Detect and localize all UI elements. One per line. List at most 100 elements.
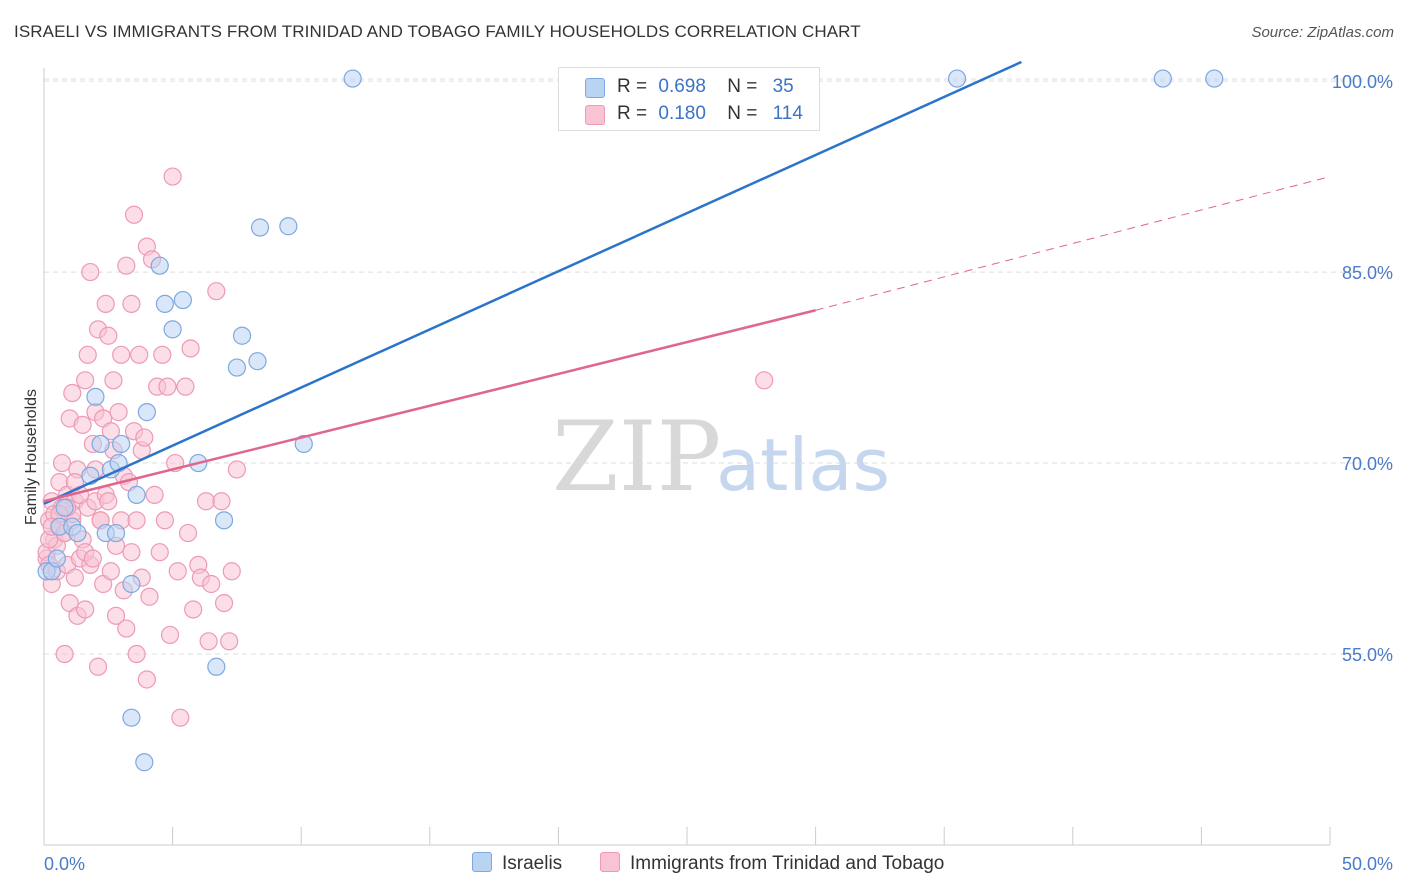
trinidad-point [83,549,102,568]
trinidad-r-label: R = [617,103,648,124]
x-tick-label: 50.0% [1342,854,1393,874]
trinidad-swatch [585,105,605,125]
israelis-point [155,294,174,314]
trinidad-point [65,568,84,587]
trinidad-point [63,383,82,403]
israelis-swatch [585,78,605,98]
israelis-point [135,753,154,772]
trinidad-point [214,593,234,613]
israelis-point [86,387,105,406]
trinidad-point [109,403,128,422]
israelis-point [248,352,267,371]
watermark-zip: ZIP [552,401,721,513]
trinidad-point [171,708,190,727]
trinidad-point [140,587,159,606]
israelis-n-value: 35 [772,76,794,97]
watermark-atlas: atlas [716,423,890,507]
trinidad-point [73,415,92,434]
trinidad-trend-extension [815,176,1331,311]
trinidad-point [122,543,141,562]
israelis-point [947,69,967,88]
trinidad-point [202,574,221,594]
trinidad-point [78,345,97,364]
israelis-point [232,326,252,345]
israelis-point [163,320,182,339]
israelis-point [112,434,131,454]
trinidad-point [124,205,144,224]
israelis-point [227,358,246,377]
trinidad-point [168,562,187,581]
trinidad-point [212,492,231,511]
trinidad-point [106,606,126,625]
israelis-n-label: N = [727,76,758,97]
y-tick-label: 70.0% [1342,454,1393,474]
y-tick-label: 55.0% [1342,645,1393,665]
y-axis-label: Family Households [23,389,40,525]
trinidad-point [158,377,177,396]
israelis-point [91,434,110,454]
trinidad-point [101,422,120,441]
trinidad-point [52,453,72,473]
trinidad-legend-swatch [600,852,620,872]
israelis-legend-label: Israelis [502,853,563,874]
israelis-r-value: 0.698 [658,76,706,97]
trinidad-point [145,485,164,504]
trinidad-points [37,167,774,727]
trinidad-point [207,282,226,301]
trinidad-point [76,600,95,619]
trinidad-point [163,167,182,186]
israelis-point [127,485,146,504]
y-tick-label: 100.0% [1332,72,1393,92]
israelis-point [68,523,87,543]
trinidad-point [99,492,118,511]
trinidad-point [96,294,115,314]
trinidad-point [196,492,216,511]
israelis-point [207,657,226,676]
trinidad-point [160,625,180,645]
israelis-point [343,69,362,88]
israelis-r-label: R = [617,76,648,97]
trinidad-point [137,670,156,689]
trinidad-point [117,256,136,275]
israelis-point [55,498,74,517]
israelis-point [137,403,156,422]
trinidad-point [176,377,195,396]
israelis-point [1205,69,1224,88]
chart-title: ISRAELI VS IMMIGRANTS FROM TRINIDAD AND … [14,22,861,41]
tick-labels: 55.0% 70.0% 85.0% 100.0% 0.0% 50.0% [44,72,1393,874]
trinidad-point [199,632,218,651]
israelis-trend-line [43,60,1022,505]
source-label: Source: ZipAtlas.com [1251,24,1394,41]
israelis-point [214,511,234,530]
trinidad-point [222,562,241,581]
trinidad-n-value: 114 [772,103,803,124]
israelis-point [47,549,66,568]
trinidad-point [127,644,146,664]
axes [43,68,1331,846]
israelis-point [106,523,126,543]
trinidad-point [99,326,118,345]
y-tick-label: 85.0% [1342,263,1393,283]
gridlines [44,78,1393,655]
trinidad-point [227,460,246,479]
trinidad-point [181,339,200,358]
trinidad-n-label: N = [727,103,758,124]
trinidad-r-value: 0.180 [658,103,706,124]
israelis-point [294,434,313,454]
trinidad-point [155,511,174,530]
israelis-point [122,574,141,594]
trinidad-point [135,428,154,447]
trinidad-point [150,543,169,562]
trinidad-point [130,345,149,364]
israelis-point [279,217,298,236]
trinidad-point [127,511,146,530]
trinidad-point [101,562,120,581]
israelis-point [173,290,192,310]
trinidad-point [81,262,100,282]
trinidad-point [184,600,203,619]
trinidad-point [112,345,131,364]
israelis-point [1153,69,1172,88]
bottom-legend-trinidad: Immigrants from Trinidad and Tobago [600,852,944,875]
israelis-point [122,708,141,727]
